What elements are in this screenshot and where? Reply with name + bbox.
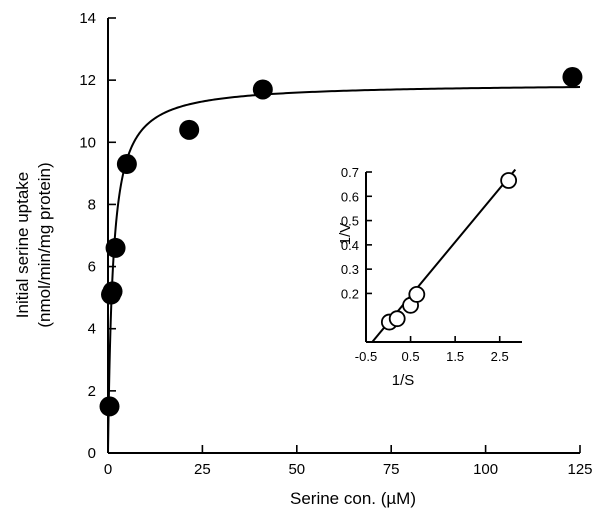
inset-x-axis-title: 1/S [392, 372, 415, 389]
inset-data-point [500, 172, 518, 189]
inset-y-axis-title: 1/V [337, 223, 354, 246]
y-tick-label: 4 [88, 321, 96, 338]
inset-data-point [388, 310, 406, 328]
inset-x-tick-label: 2.5 [491, 349, 509, 364]
x-tick-label: 100 [473, 461, 498, 478]
fit-curve [107, 86, 581, 453]
main-plot: 0 2 4 6 8 10 12 14 0 25 50 75 100 125 [79, 10, 592, 478]
inset-x-tick-label: -0.5 [355, 349, 377, 364]
x-axis-title: Serine con. (µM) [290, 489, 416, 508]
y-tick-label: 0 [88, 445, 96, 462]
y-tick-label: 10 [79, 134, 96, 151]
inset-plot: 0.2 0.3 0.4 0.5 0.6 0.7 -0.5 0.5 1.5 2.5 [316, 162, 532, 382]
y-axis-title-line2: (nmol/min/mg protein) [35, 162, 54, 327]
inset-y-tick-label: 0.2 [341, 286, 359, 301]
inset-data-point [408, 285, 426, 303]
y-tick-label: 8 [88, 196, 96, 213]
inset-y-tick-label: 0.5 [341, 214, 359, 229]
x-tick-label: 25 [194, 461, 211, 478]
y-tick-label: 6 [88, 259, 96, 276]
inset-y-tick-label: 0.3 [341, 262, 359, 277]
inset-y-tick-label: 0.6 [341, 189, 359, 204]
inset-background [316, 162, 532, 382]
data-point [252, 79, 273, 100]
x-tick-label: 125 [567, 461, 592, 478]
inset-y-tick-label: 0.7 [341, 165, 359, 180]
data-point [102, 281, 123, 302]
inset-y-tick-label: 0.4 [341, 238, 359, 253]
y-axis-title-line1: Initial serine uptake [13, 172, 32, 318]
y-tick-label: 2 [88, 383, 96, 400]
data-point [562, 67, 583, 88]
x-tick-label: 0 [104, 461, 112, 478]
data-point [179, 119, 200, 140]
x-tick-label: 50 [288, 461, 305, 478]
y-tick-label: 14 [79, 10, 96, 27]
data-point [99, 396, 120, 417]
data-point [105, 237, 126, 258]
inset-x-tick-label: 0.5 [402, 349, 420, 364]
data-point [116, 154, 137, 175]
y-tick-label: 12 [79, 72, 96, 89]
x-tick-label: 75 [383, 461, 400, 478]
inset-x-tick-label: 1.5 [446, 349, 464, 364]
